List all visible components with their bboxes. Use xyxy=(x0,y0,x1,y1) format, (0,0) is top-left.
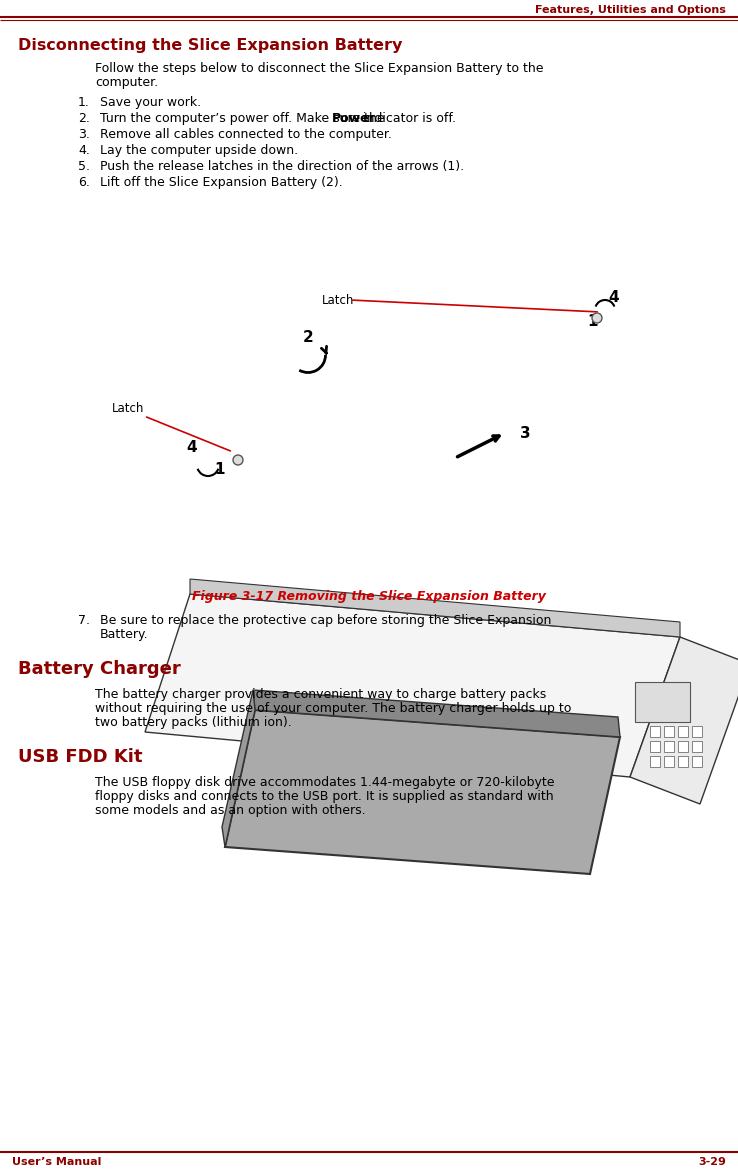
Bar xyxy=(650,756,660,766)
Bar xyxy=(692,756,702,766)
Text: 4.: 4. xyxy=(78,144,90,157)
Text: Battery.: Battery. xyxy=(100,628,148,641)
Text: Remove all cables connected to the computer.: Remove all cables connected to the compu… xyxy=(100,128,392,141)
Text: Power: Power xyxy=(332,113,376,125)
Text: indicator is off.: indicator is off. xyxy=(359,113,456,125)
Text: two battery packs (lithium ion).: two battery packs (lithium ion). xyxy=(95,716,292,729)
Polygon shape xyxy=(630,638,738,804)
Bar xyxy=(692,741,702,752)
Text: without requiring the use of your computer. The battery charger holds up to: without requiring the use of your comput… xyxy=(95,702,571,715)
Polygon shape xyxy=(222,690,255,847)
Text: floppy disks and connects to the USB port. It is supplied as standard with: floppy disks and connects to the USB por… xyxy=(95,790,554,803)
Text: Follow the steps below to disconnect the Slice Expansion Battery to the: Follow the steps below to disconnect the… xyxy=(95,62,543,75)
Text: 2.: 2. xyxy=(78,113,90,125)
Circle shape xyxy=(233,455,243,465)
Text: some models and as an option with others.: some models and as an option with others… xyxy=(95,804,365,817)
Text: 4: 4 xyxy=(187,441,197,456)
Polygon shape xyxy=(225,710,620,874)
Text: Push the release latches in the direction of the arrows (1).: Push the release latches in the directio… xyxy=(100,161,464,173)
Text: Latch: Latch xyxy=(112,402,145,415)
Text: 4: 4 xyxy=(608,291,618,306)
Text: 2: 2 xyxy=(303,331,314,346)
Text: 1: 1 xyxy=(587,314,598,329)
Text: Be sure to replace the protective cap before storing the Slice Expansion: Be sure to replace the protective cap be… xyxy=(100,614,551,627)
Bar xyxy=(664,756,674,766)
Text: Lay the computer upside down.: Lay the computer upside down. xyxy=(100,144,298,157)
Polygon shape xyxy=(145,594,680,777)
Polygon shape xyxy=(253,690,620,737)
Text: 3-29: 3-29 xyxy=(698,1157,726,1167)
Text: 7.: 7. xyxy=(78,614,90,627)
Bar xyxy=(664,741,674,752)
Text: User’s Manual: User’s Manual xyxy=(12,1157,101,1167)
Text: The USB floppy disk drive accommodates 1.44-megabyte or 720-kilobyte: The USB floppy disk drive accommodates 1… xyxy=(95,776,554,789)
Text: computer.: computer. xyxy=(95,76,158,89)
Text: The battery charger provides a convenient way to charge battery packs: The battery charger provides a convenien… xyxy=(95,688,546,701)
Bar xyxy=(650,741,660,752)
Bar xyxy=(635,682,690,722)
Text: Save your work.: Save your work. xyxy=(100,96,201,109)
Bar xyxy=(692,725,702,737)
Text: 5.: 5. xyxy=(78,161,90,173)
Text: Battery Charger: Battery Charger xyxy=(18,660,181,677)
Text: 3: 3 xyxy=(520,425,531,441)
Text: Disconnecting the Slice Expansion Battery: Disconnecting the Slice Expansion Batter… xyxy=(18,38,402,53)
Text: 1: 1 xyxy=(215,463,225,477)
Text: Lift off the Slice Expansion Battery (2).: Lift off the Slice Expansion Battery (2)… xyxy=(100,176,342,189)
Text: Turn the computer’s power off. Make sure the: Turn the computer’s power off. Make sure… xyxy=(100,113,389,125)
Text: Latch: Latch xyxy=(322,293,354,307)
Text: USB FDD Kit: USB FDD Kit xyxy=(18,748,142,766)
Circle shape xyxy=(592,313,602,323)
Bar xyxy=(650,725,660,737)
Bar xyxy=(678,741,688,752)
Polygon shape xyxy=(190,579,680,638)
Text: 1.: 1. xyxy=(78,96,90,109)
Text: 6.: 6. xyxy=(78,176,90,189)
Text: Figure 3-17 Removing the Slice Expansion Battery: Figure 3-17 Removing the Slice Expansion… xyxy=(192,590,546,604)
Bar xyxy=(678,756,688,766)
Bar xyxy=(678,725,688,737)
Bar xyxy=(664,725,674,737)
Text: 3.: 3. xyxy=(78,128,90,141)
Text: Features, Utilities and Options: Features, Utilities and Options xyxy=(535,5,726,15)
